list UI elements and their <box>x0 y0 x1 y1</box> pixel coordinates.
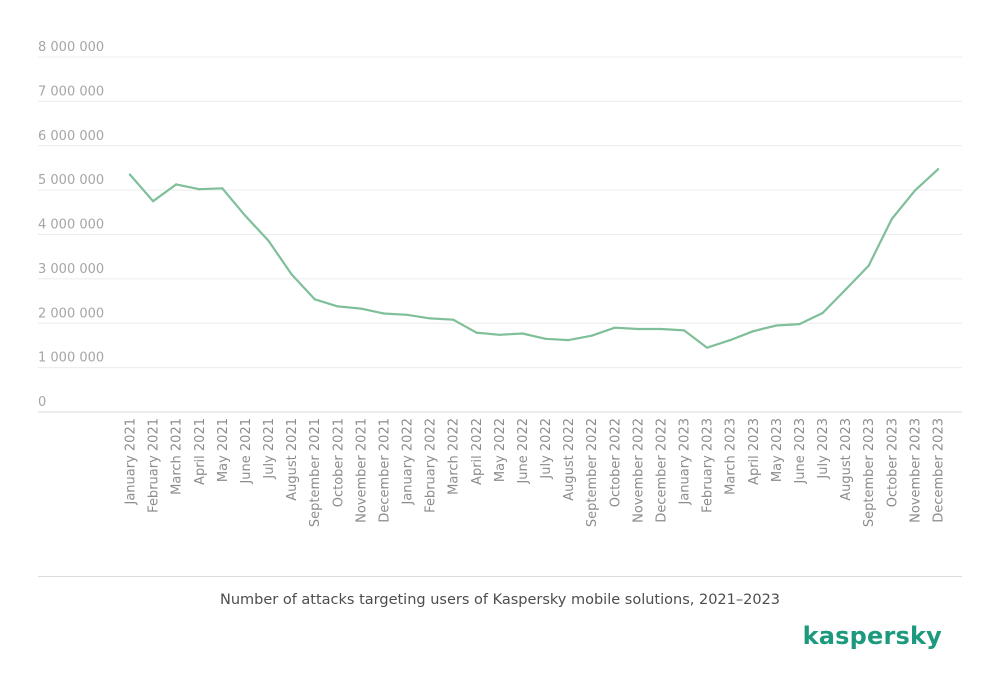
y-tick-label: 5 000 000 <box>38 173 104 188</box>
y-tick-label: 7 000 000 <box>38 84 104 99</box>
data-point <box>452 318 455 321</box>
data-point <box>336 305 339 308</box>
data-point <box>729 339 732 342</box>
line-chart: 0 1 000 000 2 000 000 3 000 000 4 000 000 5 0… <box>38 40 962 527</box>
data-point <box>936 168 940 171</box>
data-point <box>775 324 778 327</box>
data-point <box>429 317 432 320</box>
x-tick-label: March 2023 <box>724 418 739 495</box>
data-point <box>613 326 616 329</box>
data-point <box>151 200 155 203</box>
data-point <box>844 288 847 291</box>
x-axis-ticks: January 2021 February 2021 March 2021 April… <box>124 418 947 527</box>
x-tick-label: January 2023 <box>678 418 693 506</box>
y-tick-label: 2 000 000 <box>38 306 104 321</box>
data-point <box>544 337 547 340</box>
x-tick-label: August 2022 <box>562 418 577 501</box>
data-point <box>567 339 570 342</box>
x-tick-label: December 2021 <box>377 418 392 523</box>
gridlines <box>38 56 962 413</box>
data-point <box>913 189 917 192</box>
y-tick-label: 4 000 000 <box>38 218 104 233</box>
data-point <box>590 334 593 337</box>
y-tick-label: 8 000 000 <box>38 40 104 55</box>
footer-divider <box>38 576 962 577</box>
y-tick-label: 1 000 000 <box>38 351 104 366</box>
data-point <box>498 333 501 336</box>
data-point <box>659 327 663 331</box>
data-point <box>867 264 870 267</box>
series-line <box>128 168 940 349</box>
x-tick-label: September 2022 <box>585 418 600 527</box>
x-tick-label: June 2021 <box>239 418 254 485</box>
data-point <box>521 332 524 335</box>
x-tick-label: September 2021 <box>308 418 323 527</box>
x-tick-label: October 2022 <box>608 418 623 507</box>
x-tick-label: August 2023 <box>839 418 854 501</box>
x-tick-label: July 2021 <box>262 418 277 480</box>
data-point <box>382 312 386 315</box>
data-point <box>290 273 293 276</box>
x-tick-label: June 2022 <box>516 418 531 485</box>
x-tick-label: May 2021 <box>216 418 231 482</box>
x-tick-label: November 2021 <box>354 418 369 523</box>
x-tick-label: February 2023 <box>701 418 716 513</box>
x-tick-label: January 2022 <box>401 418 416 506</box>
x-tick-label: April 2023 <box>747 418 762 485</box>
x-tick-label: March 2021 <box>170 418 185 495</box>
x-tick-label: April 2022 <box>470 418 485 485</box>
data-point <box>798 323 801 326</box>
x-tick-label: February 2022 <box>424 418 439 513</box>
data-point <box>405 313 409 316</box>
x-tick-label: October 2021 <box>331 418 346 507</box>
data-point <box>890 217 893 221</box>
x-tick-label: December 2023 <box>932 418 947 523</box>
data-point <box>175 183 178 186</box>
data-point <box>359 307 362 310</box>
data-point <box>128 173 132 176</box>
x-tick-label: December 2022 <box>654 418 669 523</box>
x-tick-label: August 2021 <box>285 418 300 501</box>
x-tick-label: October 2023 <box>885 418 900 507</box>
x-tick-label: July 2023 <box>816 418 831 480</box>
y-tick-label: 3 000 000 <box>38 262 104 277</box>
x-tick-label: June 2023 <box>793 418 808 485</box>
data-point <box>475 331 478 334</box>
data-point <box>636 327 639 331</box>
chart-caption: Number of attacks targeting users of Kas… <box>219 592 781 608</box>
data-point <box>706 346 709 349</box>
data-point <box>198 188 201 191</box>
x-tick-label: September 2023 <box>862 418 877 527</box>
x-tick-label: May 2022 <box>493 418 508 482</box>
data-point <box>313 298 316 301</box>
x-tick-label: May 2023 <box>770 418 785 482</box>
y-axis-ticks: 0 1 000 000 2 000 000 3 000 000 4 000 000 5 0… <box>38 40 104 410</box>
kaspersky-logo: kaspersky <box>802 622 942 650</box>
x-tick-label: November 2023 <box>908 418 923 523</box>
x-tick-label: March 2022 <box>447 418 462 495</box>
x-tick-label: July 2022 <box>539 418 554 480</box>
x-tick-label: November 2022 <box>631 418 646 523</box>
y-tick-label: 6 000 000 <box>38 129 104 144</box>
data-point <box>267 239 270 242</box>
data-point <box>821 311 824 315</box>
y-tick-label: 0 <box>38 395 46 410</box>
data-point <box>752 330 755 333</box>
series-layer <box>128 168 940 349</box>
data-point <box>221 187 224 190</box>
data-point <box>244 214 247 217</box>
x-tick-label: January 2021 <box>124 418 139 506</box>
x-tick-label: February 2021 <box>147 418 162 513</box>
x-tick-label: April 2021 <box>193 418 208 485</box>
data-point <box>682 329 686 332</box>
